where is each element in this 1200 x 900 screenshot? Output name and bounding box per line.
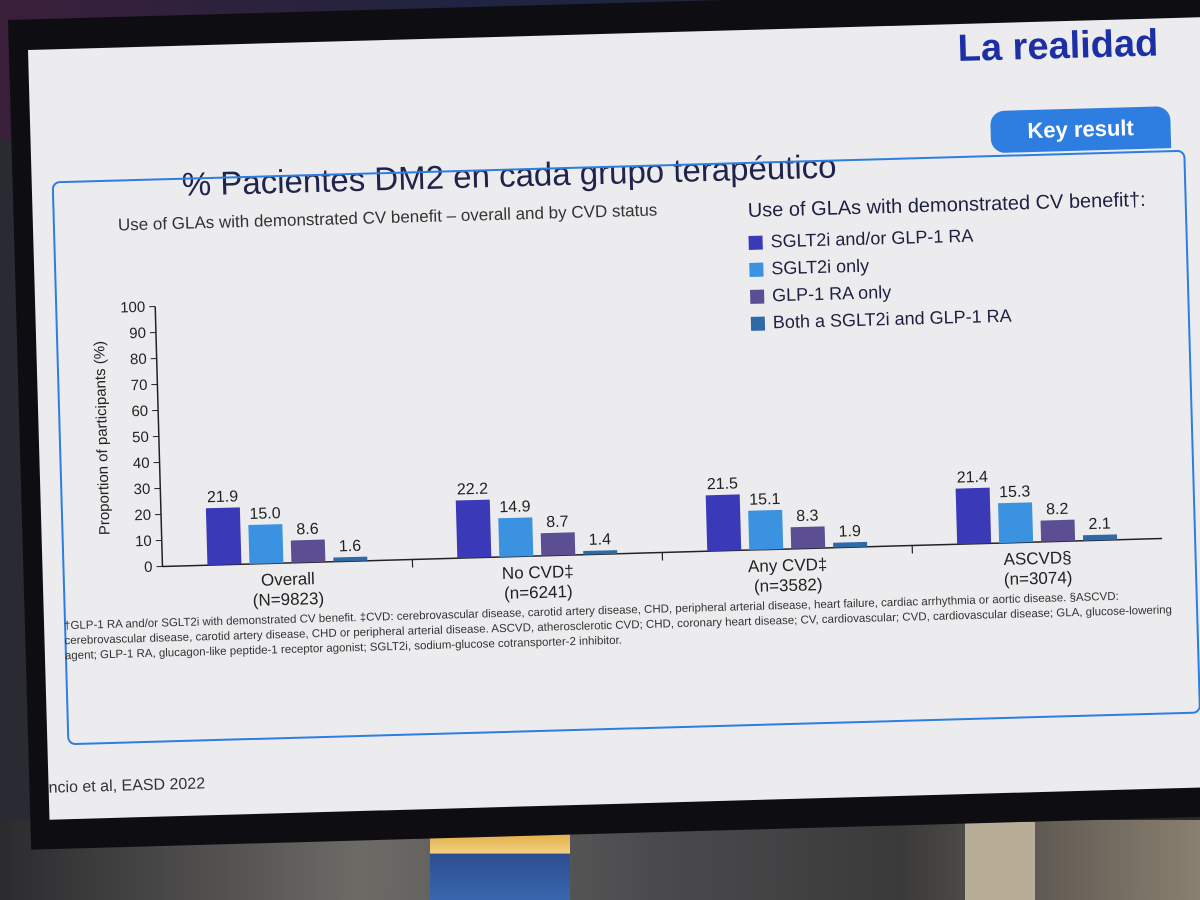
- group-label: No CVD‡: [502, 562, 574, 583]
- bar: [833, 541, 868, 548]
- data-label: 15.0: [249, 505, 281, 523]
- data-label: 8.7: [546, 513, 569, 531]
- data-label: 8.2: [1046, 501, 1069, 519]
- group-n-label: (n=6241): [504, 582, 573, 603]
- data-label: 21.9: [207, 488, 239, 506]
- bar: [290, 539, 326, 563]
- bar: [583, 550, 618, 555]
- group-label: Overall: [261, 569, 315, 589]
- wall-painting: [430, 828, 570, 900]
- data-label: 2.1: [1088, 515, 1111, 533]
- bar: [248, 524, 284, 565]
- bar: [998, 502, 1034, 544]
- data-label: 1.6: [339, 538, 362, 556]
- bar: [333, 556, 368, 562]
- y-tick-label: 0: [144, 559, 153, 576]
- data-label: 1.4: [589, 531, 612, 549]
- slide-title: La realidad: [957, 22, 1159, 71]
- y-axis-label: Proportion of participants (%): [91, 341, 113, 536]
- data-label: 8.3: [796, 508, 819, 526]
- data-label: 14.9: [499, 498, 531, 516]
- group-n-label: (n=3582): [754, 575, 823, 596]
- y-tick-label: 40: [133, 455, 150, 472]
- legend-swatch: [748, 235, 763, 250]
- citation: ncio et al, EASD 2022: [48, 775, 206, 797]
- bar: [540, 532, 576, 556]
- y-tick-label: 20: [134, 507, 151, 524]
- bar: [205, 507, 242, 566]
- bar: [1040, 519, 1076, 542]
- data-label: 21.5: [707, 475, 739, 493]
- bar: [790, 526, 826, 549]
- wall-pillar: [965, 822, 1035, 900]
- bar: [498, 517, 534, 558]
- y-tick-label: 30: [133, 481, 150, 498]
- bar: [748, 509, 784, 551]
- projected-slide: La realidad % Pacientes DM2 en cada grup…: [28, 17, 1200, 820]
- group-label: ASCVD§: [1003, 548, 1072, 569]
- bar: [955, 487, 992, 545]
- y-tick-label: 70: [130, 377, 147, 394]
- bar: [1082, 534, 1118, 541]
- y-tick-label: 60: [131, 403, 148, 420]
- group-label: Any CVD‡: [748, 555, 828, 576]
- data-label: 8.6: [296, 521, 319, 539]
- data-label: 22.2: [457, 481, 489, 499]
- bar: [455, 499, 492, 559]
- y-tick-label: 10: [135, 533, 152, 550]
- bar-chart: 0 10 20 30 40 50 60 70 80 90 100 Proportion of part…: [91, 299, 1163, 610]
- y-tick-label: 80: [130, 351, 147, 368]
- bar: [705, 494, 742, 552]
- data-label: 21.4: [957, 469, 989, 487]
- y-tick-label: 100: [120, 299, 145, 317]
- y-tick-label: 50: [132, 429, 149, 446]
- y-tick-label: 90: [129, 325, 146, 342]
- data-label: 15.3: [999, 483, 1031, 501]
- group-n-label: (n=3074): [1004, 568, 1073, 589]
- group-n-label: (N=9823): [253, 589, 325, 610]
- key-result-badge: Key result: [990, 106, 1172, 154]
- data-label: 1.9: [838, 523, 861, 541]
- data-label: 15.1: [749, 491, 781, 509]
